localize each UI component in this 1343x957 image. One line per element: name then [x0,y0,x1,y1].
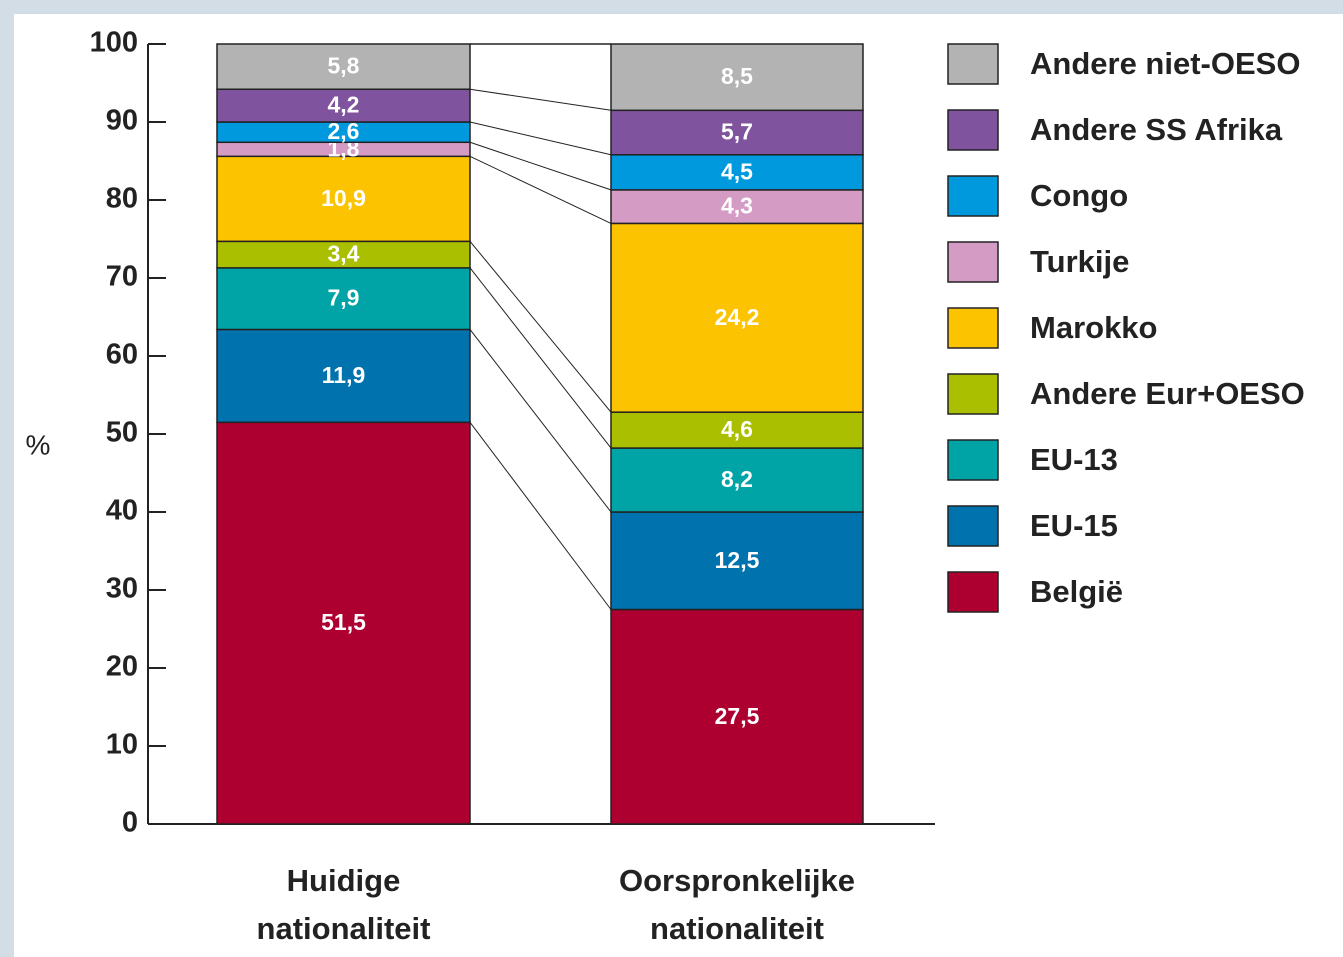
y-tick-label: 60 [106,339,138,371]
value-label: 4,6 [721,416,753,442]
connector [469,88,612,111]
y-tick-label: 0 [122,807,138,839]
y-tick-label: 10 [106,729,138,761]
legend-swatch [947,43,999,85]
value-label: 4,2 [328,92,360,118]
value-label: 51,5 [321,609,366,635]
bar-segment [610,511,864,611]
bar-segment [610,189,864,225]
bar-segment [216,421,471,825]
y-tick-label: 80 [106,183,138,215]
y-tick-label: 20 [106,651,138,683]
value-label: 24,2 [715,304,760,330]
legend-swatch [947,505,999,547]
y-tick-label: 100 [90,27,138,59]
value-label: 27,5 [715,703,760,729]
bar-segment [610,154,864,191]
bar-segment [216,43,471,90]
legend-swatch [947,439,999,481]
legend-swatch [947,307,999,349]
legend-label: Andere SS Afrika [1030,112,1283,147]
bar-segment [216,267,471,331]
legend-swatch [947,571,999,613]
value-label: 12,5 [715,547,760,573]
value-label: 3,4 [328,241,360,267]
value-label: 4,3 [721,193,753,219]
value-label: 5,8 [328,53,360,79]
connector [469,121,612,156]
connector [469,141,612,191]
legend-label: Turkije [1030,244,1129,279]
legend-swatch [947,241,999,283]
legend-label: Andere niet-OESO [1030,46,1300,81]
legend-label: Andere Eur+OESO [1030,376,1305,411]
legend-label: Congo [1030,178,1128,213]
x-tick-label: Oorspronkelijke nationaliteit [618,863,856,946]
y-tick-label: 70 [106,261,138,293]
legend-label: Marokko [1030,310,1157,345]
y-tick-label: 40 [106,495,138,527]
bar-segment [610,411,864,449]
value-label: 11,9 [322,362,366,388]
connector [469,241,612,413]
y-tick-label: 30 [106,573,138,605]
legend-swatch [947,373,999,415]
bar-segment [610,43,864,112]
legend-swatch [947,175,999,217]
bar-segment [610,447,864,513]
value-label: 8,2 [721,466,753,492]
bar-segment [610,608,864,825]
legend-label: België [1030,574,1123,609]
legend-label: EU-15 [1030,508,1118,543]
legend-label: EU-13 [1030,442,1118,477]
bar-segment [216,328,471,424]
y-axis-label: % [26,429,51,460]
connector [469,267,612,449]
connector [469,155,612,224]
connector [469,329,612,513]
value-label: 8,5 [721,63,753,89]
value-label: 7,9 [328,285,360,311]
value-label: 4,5 [721,158,753,184]
connector [469,421,612,610]
x-tick-label: Huidige nationaliteit [256,863,431,946]
legend-swatch [947,109,999,151]
y-tick-label: 90 [106,105,138,137]
bar-segment [216,155,471,243]
bar-segment [216,240,471,269]
value-label: 5,7 [721,119,753,145]
value-label: 10,9 [321,185,366,211]
bar-segment [610,109,864,156]
y-tick-label: 50 [106,417,138,449]
bar-segment [610,222,864,413]
